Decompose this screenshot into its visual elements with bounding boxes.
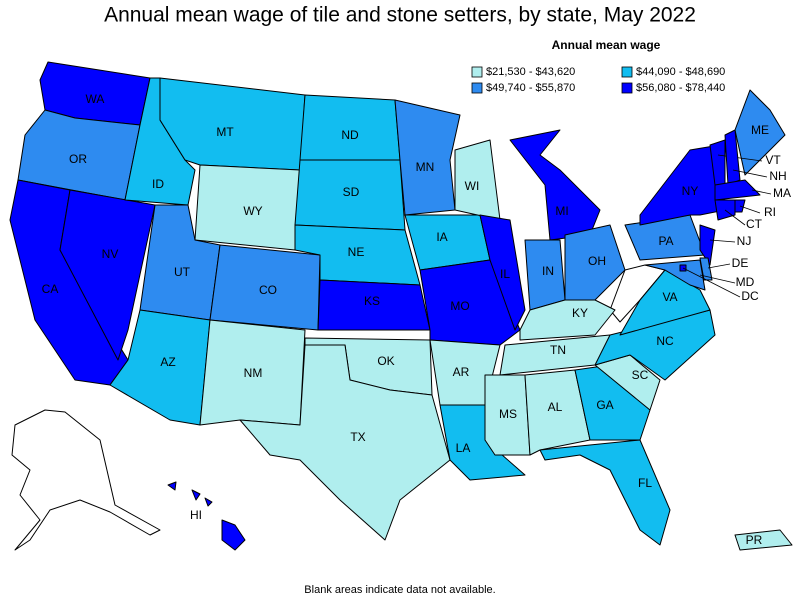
state	[484, 374, 531, 456]
leader-line	[717, 154, 763, 162]
state	[724, 129, 741, 186]
state-label: SD	[343, 185, 360, 199]
leader-line	[732, 169, 768, 178]
leader-line	[739, 205, 761, 214]
state-label: MN	[416, 160, 435, 174]
state-label: KS	[364, 294, 380, 308]
state-label: MD	[736, 275, 755, 289]
state-label: HI	[190, 508, 202, 522]
state-label: NV	[102, 247, 119, 261]
state-label: TN	[550, 343, 566, 357]
state-label: SC	[632, 368, 649, 382]
state-label: CO	[259, 283, 277, 297]
legend-swatch	[621, 66, 633, 78]
state	[734, 89, 786, 176]
state	[221, 519, 246, 551]
state-label: NY	[682, 184, 699, 198]
state	[639, 144, 726, 226]
state	[564, 224, 626, 301]
state-label: CT	[746, 217, 763, 231]
legend: $21,530 - $43,620 $44,090 - $48,690 $49,74…	[471, 66, 725, 94]
state	[509, 129, 601, 241]
state-label: GA	[596, 398, 613, 412]
leader-line	[751, 189, 772, 195]
states: WA OR CA NV ID MT WY UT CO AZ NM ND SD NE KS OK TX MN IA MO…	[9, 61, 793, 551]
leader-line	[682, 267, 741, 298]
state-label: NJ	[737, 234, 752, 248]
legend-swatch	[471, 66, 483, 78]
legend-label: $21,530 - $43,620	[486, 66, 575, 78]
state	[479, 214, 526, 331]
state-label: AL	[548, 400, 563, 414]
state-label: AZ	[160, 355, 175, 369]
state-label: ND	[341, 128, 359, 142]
state	[239, 344, 451, 541]
legend-title: Annual mean wage	[552, 38, 661, 52]
state-label: MS	[499, 407, 517, 421]
state-label: NM	[244, 366, 263, 380]
state-label: OH	[588, 254, 606, 268]
state-label: OK	[377, 354, 394, 368]
state-label: RI	[764, 205, 776, 219]
state	[699, 257, 713, 281]
state-label: WI	[465, 179, 480, 193]
state-label: KY	[572, 306, 588, 320]
footnote: Blank areas indicate data not available.	[304, 584, 495, 596]
state-label: NC	[656, 334, 674, 348]
leader-line	[709, 239, 736, 243]
state-label: MO	[450, 299, 469, 313]
state-label: TX	[350, 430, 365, 444]
legend-swatch	[471, 82, 483, 94]
state	[204, 497, 213, 507]
state-label: MT	[216, 125, 234, 139]
state-label: ME	[751, 123, 769, 137]
leader-line	[707, 263, 731, 269]
state-label: IL	[500, 267, 510, 281]
state-label: OR	[69, 152, 87, 166]
state	[519, 299, 616, 341]
leader-line	[724, 209, 746, 226]
state-label: WY	[243, 204, 262, 218]
state-label: DC	[741, 289, 759, 303]
state-label: CA	[42, 282, 59, 296]
state	[191, 489, 201, 501]
state-label: VA	[662, 290, 677, 304]
state-label: AR	[453, 365, 470, 379]
state-label: NH	[769, 169, 786, 183]
state	[394, 99, 461, 216]
state	[714, 179, 761, 201]
state-blank	[11, 409, 161, 551]
state-label: UT	[174, 265, 191, 279]
state-label: FL	[638, 476, 652, 490]
state-label: PR	[746, 533, 763, 547]
state-label: DE	[732, 256, 749, 270]
state-label: VT	[765, 153, 781, 167]
leader-line	[699, 274, 736, 284]
state	[167, 481, 177, 491]
state	[539, 439, 671, 546]
state-label: MA	[773, 186, 791, 200]
state	[524, 369, 591, 456]
state-label: ID	[152, 177, 164, 191]
legend-label: $44,090 - $48,690	[636, 66, 725, 78]
state-label: IA	[436, 230, 447, 244]
state-label: IN	[542, 264, 554, 278]
state	[644, 259, 706, 291]
state-label: MI	[555, 204, 568, 218]
legend-label: $49,740 - $55,870	[486, 82, 575, 94]
legend-label: $56,080 - $78,440	[636, 82, 725, 94]
state	[734, 529, 793, 551]
state-label: WA	[86, 92, 105, 106]
state	[59, 189, 156, 361]
state-label: NE	[348, 245, 365, 259]
legend-swatch	[621, 82, 633, 94]
map-title: Annual mean wage of tile and stone sette…	[104, 4, 696, 27]
state-label: PA	[658, 234, 673, 248]
state	[699, 224, 716, 266]
state-label: LA	[456, 441, 471, 455]
